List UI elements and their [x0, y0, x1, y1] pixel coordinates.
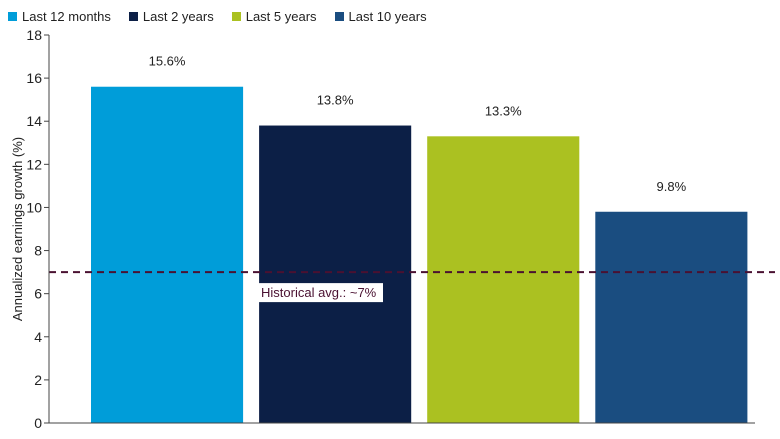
y-tick-label: 12 — [26, 156, 42, 172]
legend-swatch-last-5-years — [231, 12, 241, 21]
y-tick-label: 2 — [34, 372, 42, 388]
chart-legend: Last 12 months Last 2 years Last 5 years… — [8, 9, 427, 24]
historical-average-label: Historical avg.: ~7% — [261, 285, 377, 300]
bar-value-label: 15.6% — [149, 54, 186, 69]
legend-label-last-12-months: Last 12 months — [22, 9, 111, 24]
legend-swatch-last-10-years — [334, 12, 344, 21]
y-tick-label: 6 — [34, 286, 42, 302]
legend-label-last-10-years: Last 10 years — [348, 9, 427, 24]
legend-swatch-last-12-months — [8, 12, 17, 21]
legend-label-last-2-years: Last 2 years — [142, 9, 214, 24]
y-tick-label: 18 — [26, 27, 42, 43]
bar-last-2-years — [259, 125, 412, 424]
historical-average-callout: Historical avg.: ~7% — [257, 283, 383, 303]
bar-value-label: 9.8% — [657, 179, 687, 194]
legend-item-last-10-years: Last 10 years — [334, 9, 427, 24]
y-tick-label: 0 — [34, 415, 42, 431]
bar-last-5-years — [427, 136, 580, 424]
y-axis-ticks: 0 2 4 6 8 10 12 14 16 18 — [26, 27, 49, 431]
y-axis-label: Annualized earnings growth (%) — [10, 137, 25, 321]
bar-value-label: 13.3% — [485, 103, 522, 118]
y-tick-label: 8 — [34, 243, 42, 259]
legend-item-last-5-years: Last 5 years — [231, 9, 317, 24]
bar-last-12-months — [91, 86, 244, 423]
bars — [91, 86, 748, 424]
y-tick-label: 16 — [26, 70, 42, 86]
bar-value-label: 13.8% — [317, 93, 354, 108]
y-tick-label: 14 — [26, 113, 42, 129]
y-tick-label: 4 — [34, 329, 42, 345]
legend-label-last-5-years: Last 5 years — [245, 9, 317, 24]
legend-item-last-2-years: Last 2 years — [128, 9, 214, 24]
legend-item-last-12-months: Last 12 months — [8, 9, 111, 24]
legend-swatch-last-2-years — [128, 12, 138, 21]
y-tick-label: 10 — [26, 199, 42, 215]
bar-last-10-years — [595, 211, 748, 423]
bar-value-labels: 15.6% 13.8% 13.3% 9.8% — [149, 54, 687, 194]
historical-average-label-background — [257, 283, 383, 303]
